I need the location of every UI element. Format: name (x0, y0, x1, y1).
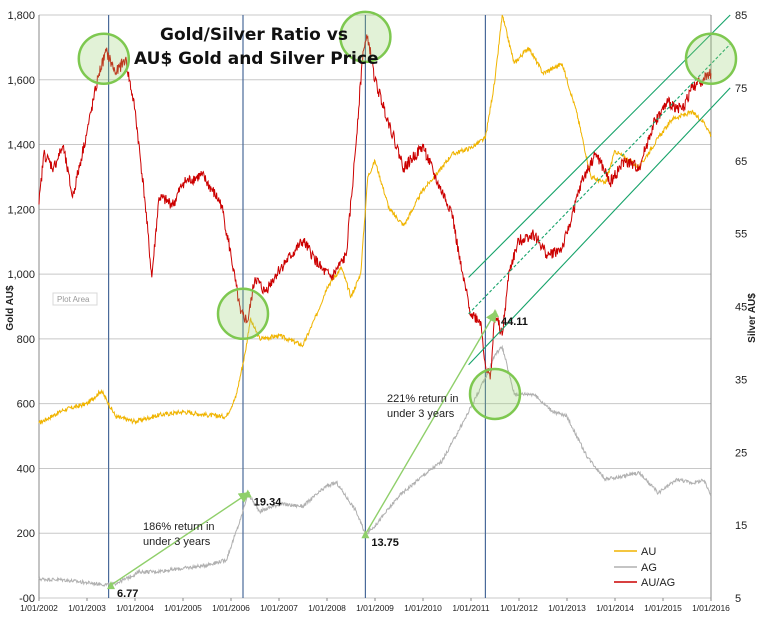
left-tick-label: 1,200 (7, 204, 35, 216)
left-tick-label: 1,800 (7, 10, 35, 22)
x-tick-label: 1/01/2010 (404, 603, 442, 613)
annotation-1-line2: under 3 years (143, 536, 211, 548)
legend-label-au: AU (641, 546, 656, 558)
trend-middle-line (468, 43, 731, 315)
x-tick-label: 1/01/2012 (500, 603, 538, 613)
right-tick-label: 25 (735, 447, 747, 459)
callout-values: 6.77 19.34 13.75 44.11 (107, 308, 528, 600)
x-tick-label: 1/01/2006 (212, 603, 250, 613)
x-tick-label: 1/01/2003 (68, 603, 106, 613)
callout-value-0: 6.77 (117, 588, 138, 600)
x-tick-label: 1/01/2013 (548, 603, 586, 613)
x-tick-label: 1/01/2005 (164, 603, 202, 613)
x-axis-ticks: 1/01/2002 1/01/2003 1/01/2004 1/01/2005 1/01… (20, 598, 730, 613)
left-tick-label: 1,400 (7, 140, 35, 152)
series-layer (38, 14, 712, 588)
x-tick-label: 1/01/2014 (596, 603, 634, 613)
return-arrows (110, 310, 497, 586)
left-tick-label: 600 (17, 399, 35, 411)
series-line-au (38, 14, 712, 425)
highlight-circle-4 (684, 32, 738, 85)
highlight-circles (77, 10, 738, 421)
x-tick-label: 1/01/2015 (644, 603, 682, 613)
chart-title-line1: Gold/Silver Ratio vs (160, 25, 348, 45)
series-line-auag (38, 34, 712, 380)
vertical-markers (107, 15, 486, 598)
callout-marker-1 (243, 489, 252, 498)
x-tick-label: 1/01/2004 (116, 603, 154, 613)
callout-value-3: 44.11 (501, 316, 528, 328)
annotation-1-line1: 186% return in (143, 521, 215, 533)
legend-label-auag: AU/AG (641, 577, 675, 589)
gridlines (38, 14, 712, 599)
left-tick-label: -00 (19, 593, 35, 605)
right-tick-label: 55 (735, 229, 747, 241)
return-arrow-2 (364, 310, 497, 535)
x-tick-label: 1/01/2007 (260, 603, 298, 613)
right-tick-label: 45 (735, 302, 747, 314)
highlight-circle-3 (468, 367, 522, 421)
highlight-circle-2 (339, 10, 392, 64)
highlight-circle-1 (216, 287, 270, 341)
x-tick-label: 1/01/2002 (20, 603, 58, 613)
right-tick-label: 65 (735, 156, 747, 168)
series-line-ag (38, 344, 712, 588)
return-arrow-1 (110, 491, 251, 586)
callout-marker-0 (107, 581, 115, 590)
chart-title-line2: AU$ Gold and Silver Price (134, 49, 378, 69)
x-tick-label: 1/01/2009 (356, 603, 394, 613)
right-axis-label: Silver AU$ (747, 293, 758, 343)
left-tick-label: 1,000 (7, 269, 35, 281)
x-tick-label: 1/01/2016 (692, 603, 730, 613)
left-tick-label: 1,600 (7, 75, 35, 87)
callout-marker-2 (361, 530, 370, 539)
callout-value-1: 19.34 (254, 496, 282, 508)
callout-marker-3 (491, 308, 499, 317)
right-tick-label: 75 (735, 83, 747, 95)
right-tick-label: 35 (735, 374, 747, 386)
left-axis-ticks: 1,800 1,600 1,400 1,200 1,000 800 600 400 200 -00 (7, 10, 35, 605)
left-tick-label: 400 (17, 463, 35, 475)
callout-value-2: 13.75 (371, 537, 399, 549)
right-tick-label: 85 (735, 10, 747, 22)
left-tick-label: 200 (17, 528, 35, 540)
right-axis-ticks: 85 75 65 55 45 35 25 15 5 (735, 10, 747, 605)
legend: AU AG AU/AG (614, 546, 675, 589)
left-tick-label: 800 (17, 334, 35, 346)
plot-area-label: Plot Area (57, 295, 90, 304)
trend-lower-line (468, 87, 731, 366)
x-tick-label: 1/01/2008 (308, 603, 346, 613)
annotation-2-line1: 221% return in (387, 393, 459, 405)
legend-label-ag: AG (641, 562, 657, 574)
right-tick-label: 5 (735, 593, 741, 605)
x-tick-label: 1/01/2011 (452, 603, 489, 613)
highlight-circle-0 (77, 32, 131, 85)
right-tick-label: 15 (735, 520, 747, 532)
annotation-2-line2: under 3 years (387, 408, 455, 420)
left-axis-label: Gold AU$ (5, 285, 16, 331)
plot-area-tag: Plot Area (52, 292, 98, 306)
